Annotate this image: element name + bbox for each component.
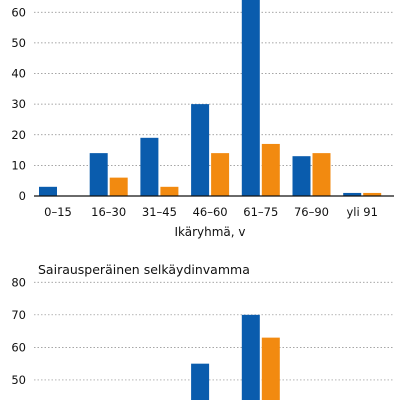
- x-tick-label: 0–15: [44, 205, 72, 219]
- chart-disease-spinal-injury: Sairausperäinen selkäydinvamma 50 60 70 80: [11, 262, 394, 404]
- bar-series-a: [89, 153, 108, 196]
- y-tick-label: 70: [11, 308, 26, 322]
- x-tick-label: 76–90: [294, 205, 329, 219]
- bar-series-a: [292, 156, 311, 196]
- y-tick-label: 40: [11, 67, 26, 81]
- bar-series-a: [191, 104, 210, 196]
- bar-series-a: [343, 192, 362, 196]
- x-tick-label: 61–75: [243, 205, 278, 219]
- bar-series-b: [261, 337, 280, 404]
- bar-series-b: [261, 143, 280, 196]
- x-tick-label: 31–45: [142, 205, 177, 219]
- y-tick-label: 50: [11, 36, 26, 50]
- bar-series-b: [312, 153, 331, 196]
- bar-series-b: [211, 153, 230, 196]
- x-tick-label: 16–30: [91, 205, 126, 219]
- y-tick-label: 60: [11, 5, 26, 19]
- bar-series-a: [39, 186, 57, 196]
- bar-series-b: [363, 192, 382, 196]
- chart-title: Sairausperäinen selkäydinvamma: [38, 262, 250, 277]
- x-axis-label: Ikäryhmä, v: [174, 225, 245, 239]
- chart-age-group-top: 0 10 20 30 40 50 60 0–15 16–30 31–45 46–60 61–75 76–…: [11, 0, 394, 239]
- y-tick-label: 0: [19, 189, 26, 203]
- y-tick-label: 50: [11, 373, 26, 387]
- bar-series-b: [109, 177, 128, 196]
- bar-series-a: [140, 137, 159, 196]
- y-tick-label: 20: [11, 128, 26, 142]
- bar-series-a: [191, 363, 210, 404]
- x-tick-label: 46–60: [193, 205, 228, 219]
- y-tick-label: 80: [11, 275, 26, 289]
- x-tick-label: yli 91: [346, 205, 378, 219]
- y-tick-label: 60: [11, 340, 26, 354]
- bar-series-a: [241, 0, 260, 196]
- bar-series-a: [241, 314, 260, 404]
- y-tick-label: 10: [11, 158, 26, 172]
- bar-series-b: [160, 186, 179, 196]
- y-tick-label: 30: [11, 97, 26, 111]
